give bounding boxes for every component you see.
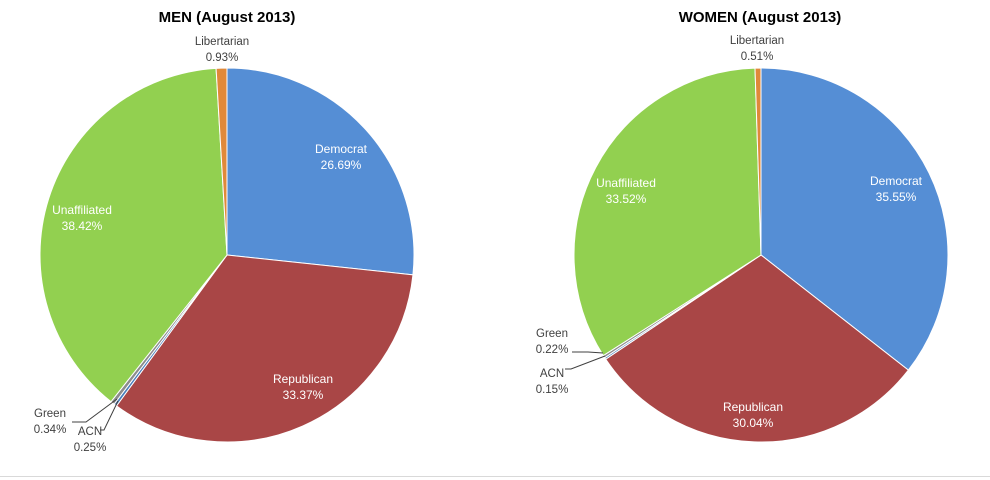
men-slice-democrat xyxy=(226,67,415,276)
women-chart-title: WOMEN (August 2013) xyxy=(679,9,842,26)
women-pie-slices xyxy=(573,67,949,443)
women-label-green-name: Green xyxy=(536,328,568,340)
women-leader-green xyxy=(572,351,604,354)
men-slice-unaffiliated xyxy=(39,67,228,403)
women-label-republican-value: 30.04% xyxy=(733,416,774,430)
men-label-acn-value: 0.25% xyxy=(74,442,107,454)
men-label-green: Green 0.34% xyxy=(34,408,67,436)
men-label-democrat-value: 26.69% xyxy=(321,158,362,172)
women-label-libertarian: Libertarian 0.51% xyxy=(730,35,784,63)
women-slice-unaffiliated xyxy=(573,67,762,357)
women-label-republican-name: Republican xyxy=(723,400,783,414)
women-label-republican: Republican 30.04% xyxy=(723,400,783,430)
men-label-libertarian-name: Libertarian xyxy=(195,36,249,48)
bottom-divider xyxy=(0,476,990,477)
men-label-unaffiliated: Unaffiliated 38.42% xyxy=(52,203,112,233)
men-label-acn-name: ACN xyxy=(78,426,102,438)
men-leader-green xyxy=(72,398,118,423)
women-label-unaffiliated: Unaffiliated 33.52% xyxy=(596,176,656,206)
men-label-democrat: Democrat 26.69% xyxy=(315,142,368,172)
men-label-unaffiliated-name: Unaffiliated xyxy=(52,203,112,217)
men-pie-chart: MEN (August 2013) Democrat 26.69% Republic… xyxy=(34,9,415,454)
women-label-acn: ACN 0.15% xyxy=(536,368,569,396)
women-label-acn-value: 0.15% xyxy=(536,384,569,396)
women-slice-libertarian xyxy=(754,67,762,256)
men-label-republican-name: Republican xyxy=(273,372,333,386)
women-label-libertarian-name: Libertarian xyxy=(730,35,784,47)
men-pie-slices xyxy=(39,67,415,443)
men-label-unaffiliated-value: 38.42% xyxy=(62,219,103,233)
men-label-democrat-name: Democrat xyxy=(315,142,368,156)
women-label-green-value: 0.22% xyxy=(536,344,569,356)
women-label-libertarian-value: 0.51% xyxy=(741,51,774,63)
women-label-democrat-name: Democrat xyxy=(870,174,923,188)
women-slice-republican xyxy=(605,254,910,443)
women-pie-chart: WOMEN (August 2013) Democrat 35.55% Republ… xyxy=(536,9,949,443)
women-label-acn-name: ACN xyxy=(540,368,564,380)
men-chart-title: MEN (August 2013) xyxy=(159,9,296,26)
men-label-libertarian-value: 0.93% xyxy=(206,52,239,64)
men-label-republican: Republican 33.37% xyxy=(273,372,333,402)
women-label-green: Green 0.22% xyxy=(536,328,569,356)
men-leader-acn xyxy=(100,400,119,431)
men-label-green-value: 0.34% xyxy=(34,424,67,436)
women-pie-labels: Democrat 35.55% Republican 30.04% ACN 0.15% Gr… xyxy=(536,35,923,430)
men-slice-republican xyxy=(115,254,414,443)
women-slice-democrat xyxy=(760,67,949,371)
men-label-republican-value: 33.37% xyxy=(283,388,324,402)
women-label-unaffiliated-value: 33.52% xyxy=(606,192,647,206)
women-label-unaffiliated-name: Unaffiliated xyxy=(596,176,656,190)
men-pie-labels: Democrat 26.69% Republican 33.37% ACN 0.25% Gr… xyxy=(34,36,368,454)
men-slice-libertarian xyxy=(215,67,228,256)
men-label-libertarian: Libertarian 0.93% xyxy=(195,36,249,64)
men-label-green-name: Green xyxy=(34,408,66,420)
women-label-democrat: Democrat 35.55% xyxy=(870,174,923,204)
men-label-acn: ACN 0.25% xyxy=(74,426,107,454)
women-leader-acn xyxy=(565,355,606,370)
women-label-democrat-value: 35.55% xyxy=(876,190,917,204)
